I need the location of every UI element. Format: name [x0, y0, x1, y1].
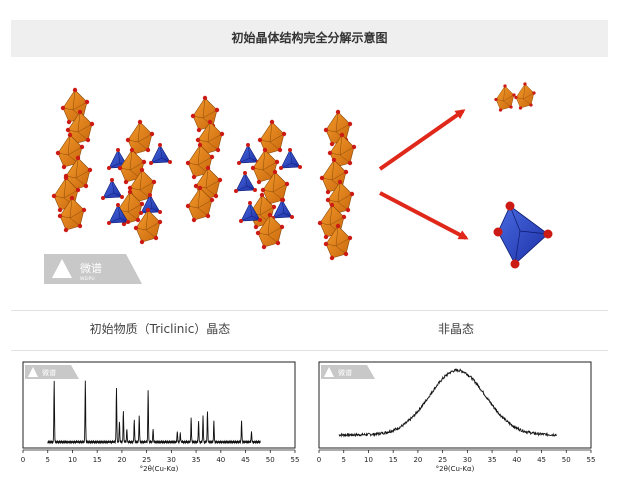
- x-tick-label: 5: [341, 456, 345, 464]
- svg-text:微谱: 微谱: [80, 261, 102, 275]
- divider-line: [11, 310, 608, 311]
- crystal-column-1: [51, 87, 95, 233]
- x-tick-label: 35: [488, 456, 497, 464]
- product-tetrahedron: [493, 201, 553, 269]
- svg-text:WEIPU: WEIPU: [80, 276, 95, 282]
- x-tick-label: 55: [291, 456, 300, 464]
- x-tick-label: 20: [413, 456, 422, 464]
- crystal-column-3: [185, 95, 225, 223]
- x-tick-label: 15: [389, 456, 398, 464]
- product-octahedra: [493, 81, 537, 113]
- chart-watermark: 微谱: [321, 365, 375, 379]
- xrd-pattern-crystalline: 0 5 10 15 20 25 30 35 40 45 50 55 °2θ(Cu-Kα) 微谱: [21, 361, 300, 473]
- chart-watermark: 微谱: [25, 365, 79, 379]
- xrd-trace-amorphous: [338, 368, 557, 438]
- x-tick-label: 25: [142, 456, 151, 464]
- decomposition-arrow-upper: [378, 109, 466, 171]
- x-tick-label: 55: [587, 456, 596, 464]
- x-axis-label: °2θ(Cu-Kα): [436, 465, 475, 473]
- xrd-pattern-amorphous: 0 5 10 15 20 25 30 35 40 45 50 55 °2θ(Cu-Kα) 微谱: [317, 361, 596, 473]
- caption-crystalline: 初始物质（Triclinic）晶态: [89, 322, 231, 336]
- watermark-icon: [52, 259, 72, 278]
- x-tick-label: 35: [192, 456, 201, 464]
- x-axis-label: °2θ(Cu-Kα): [140, 465, 179, 473]
- crystal-column-5: [317, 109, 357, 261]
- x-tick-label: 45: [241, 456, 250, 464]
- x-tick-label: 30: [167, 456, 176, 464]
- x-tick-label: 30: [463, 456, 472, 464]
- x-tick-label: 5: [45, 456, 49, 464]
- crystal-column-4: [233, 119, 303, 250]
- x-tick-label: 50: [266, 456, 275, 464]
- x-tick-label: 20: [117, 456, 126, 464]
- watermark-icon: [28, 367, 38, 377]
- crystal-column-2: [100, 119, 173, 245]
- x-tick-label: 0: [21, 456, 25, 464]
- x-tick-label: 10: [364, 456, 373, 464]
- x-tick-label: 45: [537, 456, 546, 464]
- x-tick-label: 0: [317, 456, 321, 464]
- x-tick-label: 25: [438, 456, 447, 464]
- watermark-logo: 微谱 WEIPU: [44, 254, 142, 284]
- page-title: 初始晶体结构完全分解示意图: [231, 31, 388, 45]
- x-tick-label: 10: [68, 456, 77, 464]
- watermark-name: 微谱: [338, 368, 352, 377]
- x-tick-label: 50: [562, 456, 571, 464]
- decomposition-arrow-lower: [379, 191, 469, 240]
- watermark-icon: [324, 367, 334, 377]
- xrd-trace-crystalline: [47, 380, 261, 445]
- x-tick-label: 40: [216, 456, 225, 464]
- watermark-name: 微谱: [42, 368, 56, 377]
- caption-amorphous: 非晶态: [437, 322, 474, 336]
- divider-line: [11, 350, 608, 351]
- crystal-structure-illustration: 微谱 WEIPU: [44, 81, 553, 284]
- x-tick-label: 40: [512, 456, 521, 464]
- header-bar: 初始晶体结构完全分解示意图: [11, 20, 608, 57]
- x-tick-label: 15: [93, 456, 102, 464]
